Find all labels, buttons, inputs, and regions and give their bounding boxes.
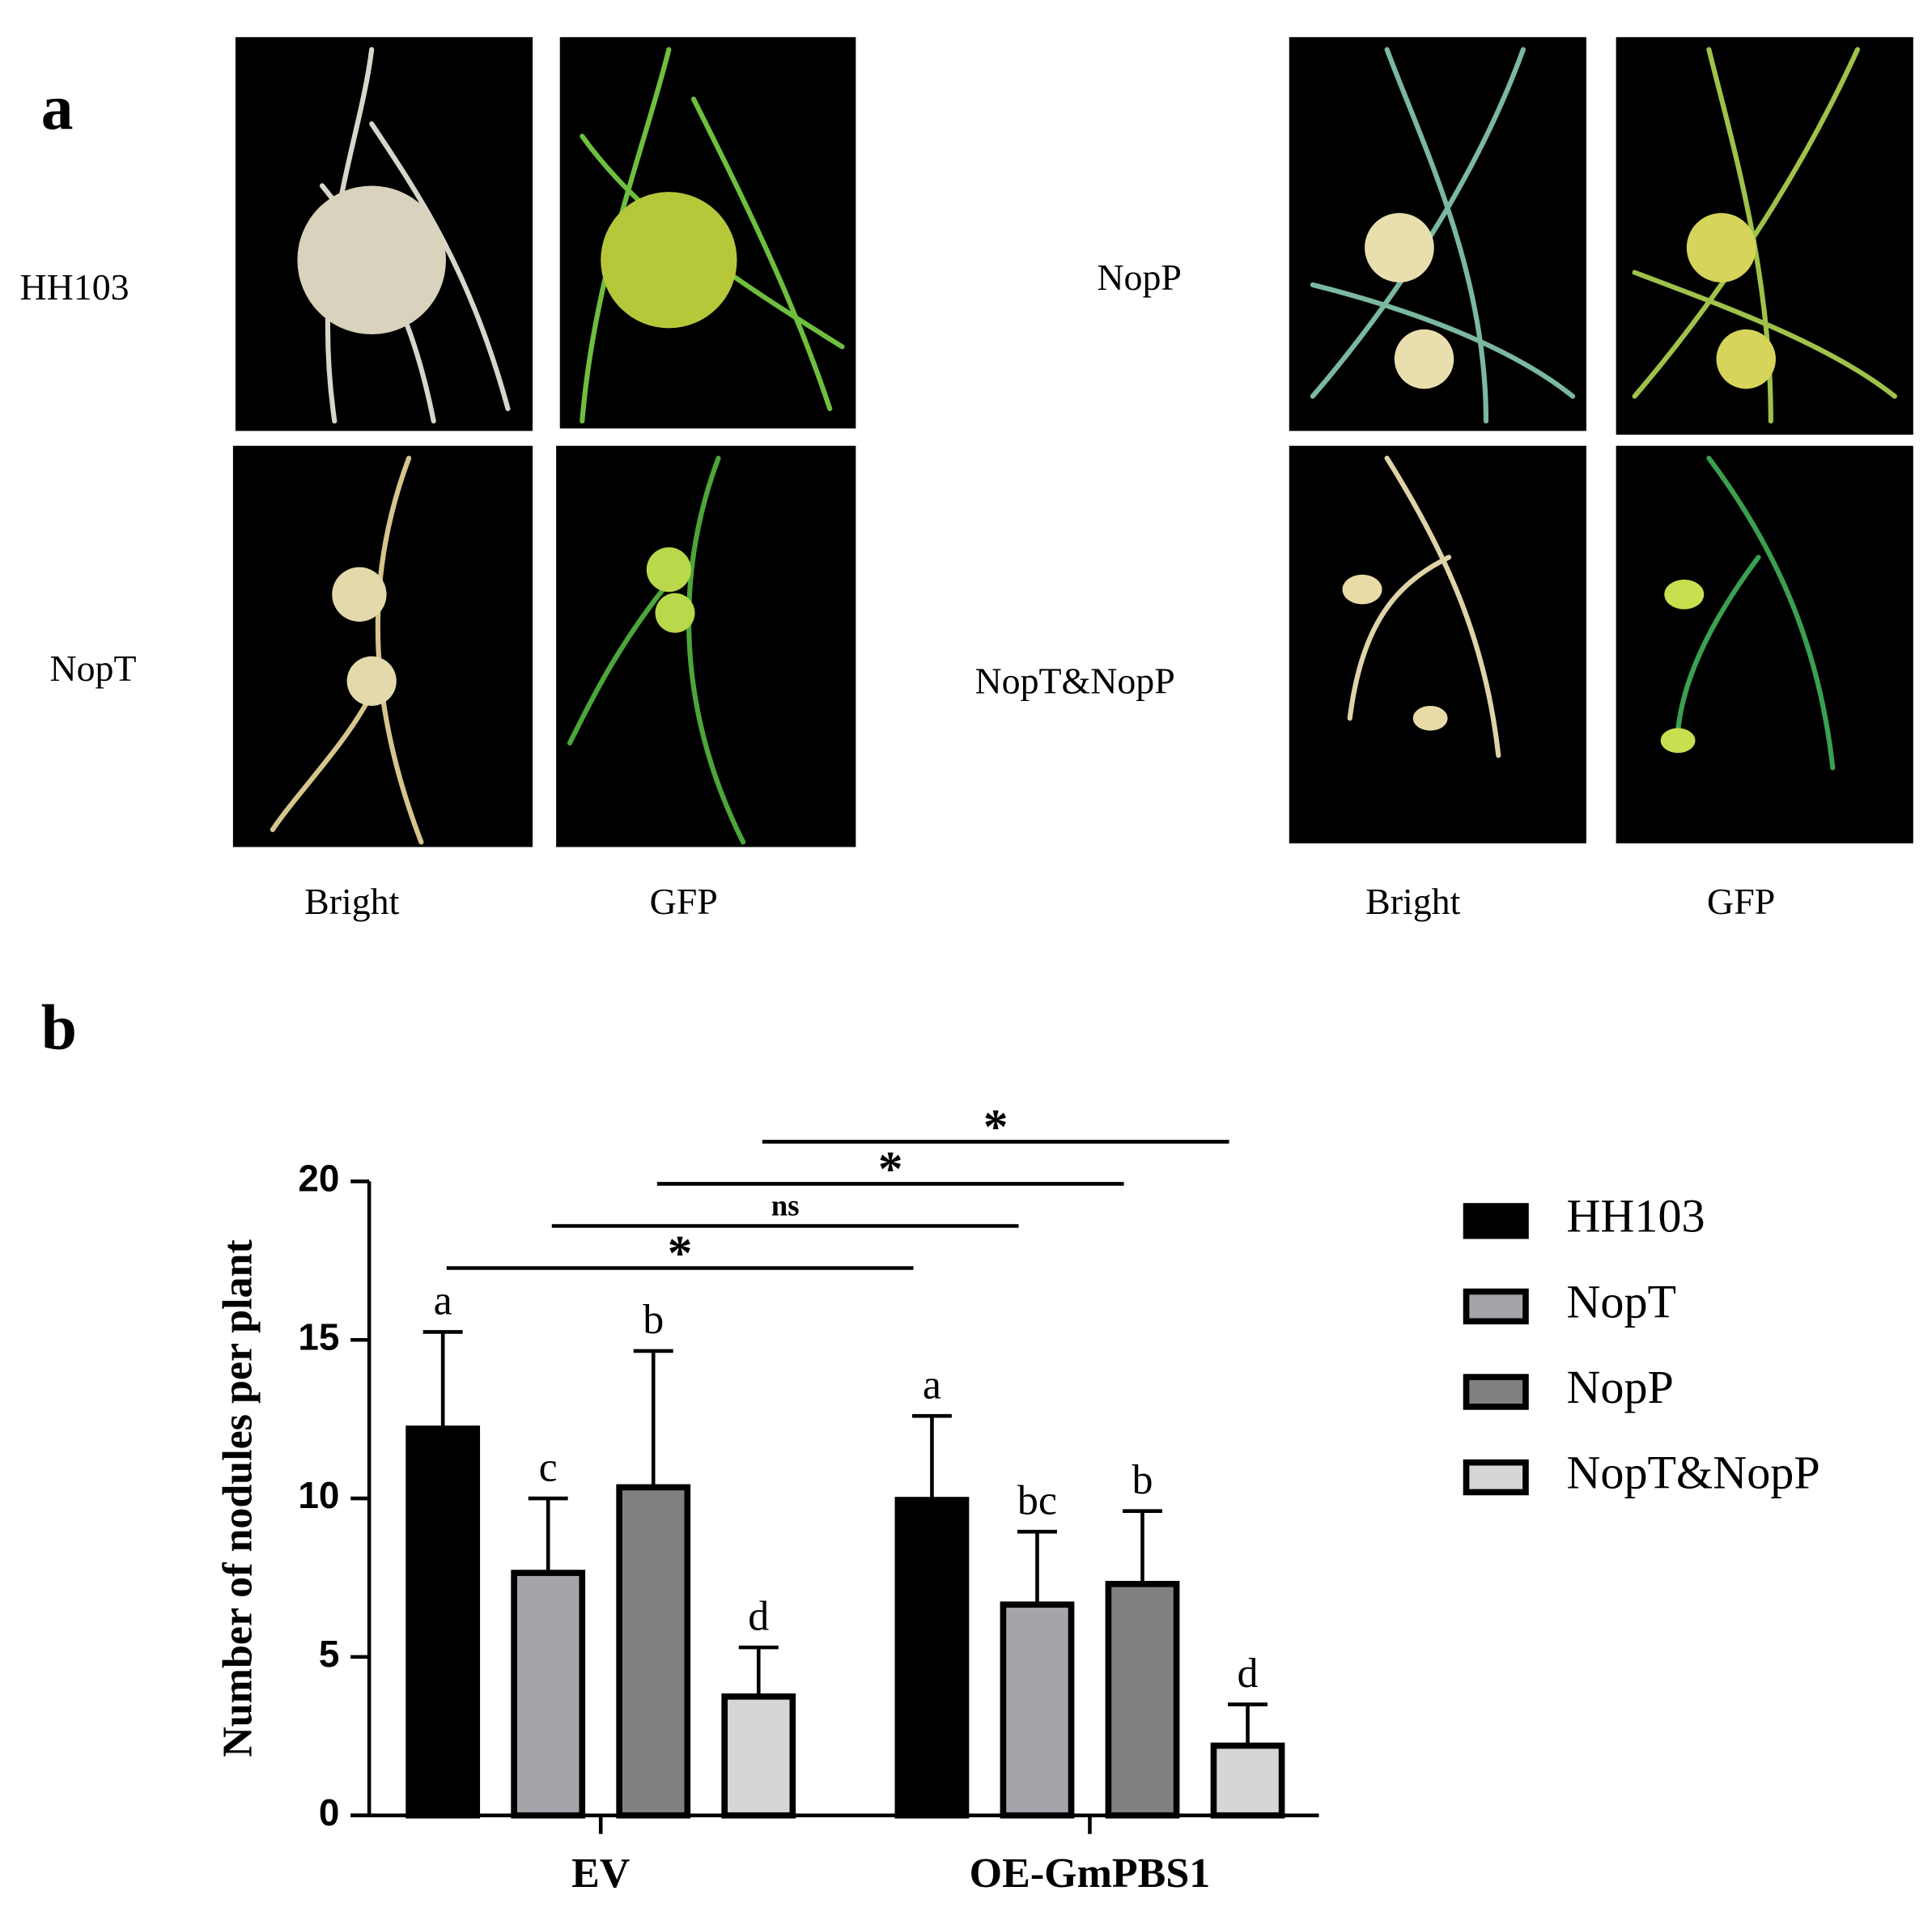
bar	[721, 1693, 796, 1819]
bar	[1000, 1601, 1075, 1819]
bar	[1105, 1580, 1180, 1819]
significance-letter: b	[643, 1297, 664, 1343]
comparison-label: *	[983, 1099, 1008, 1154]
y-tick-label: 20	[298, 1158, 339, 1200]
legend-label: NopP	[1566, 1361, 1673, 1413]
roots	[270, 47, 1897, 845]
comparison-label: *	[878, 1141, 903, 1196]
y-tick-label: 0	[319, 1791, 340, 1833]
row-label: NopP	[1097, 257, 1182, 298]
significance-letter: c	[539, 1444, 558, 1490]
x-tick-label: EV	[571, 1850, 630, 1897]
photo	[1289, 445, 1586, 843]
legend-swatch	[1463, 1288, 1529, 1325]
photo	[232, 445, 533, 848]
bar	[1210, 1742, 1285, 1819]
photo-labels: HH103 NopT NopP NopT&NopP Bright GFP Bri…	[20, 257, 1776, 922]
bar	[406, 1426, 481, 1819]
y-tick-label: 15	[298, 1315, 339, 1358]
legend-swatch	[1463, 1203, 1529, 1239]
significance-letter: a	[923, 1362, 941, 1409]
y-tick-label: 5	[319, 1633, 340, 1675]
row-label: HH103	[20, 266, 130, 308]
legend-swatch	[1463, 1459, 1529, 1496]
bar	[616, 1484, 691, 1819]
comparison-label: ns	[771, 1188, 800, 1222]
significance-letter: bc	[1017, 1477, 1057, 1523]
panel-label: a	[41, 72, 74, 143]
significance-letter: d	[748, 1593, 769, 1639]
panel-label: b	[41, 992, 77, 1064]
legend-label: HH103	[1566, 1190, 1705, 1243]
row-label: NopT	[49, 648, 136, 689]
column-label: GFP	[1707, 881, 1775, 922]
x-tick-label: OE-GmPBS1	[970, 1850, 1211, 1897]
legend-label: NopT	[1566, 1275, 1676, 1328]
y-axis-title: Number of nodules per plant	[215, 1239, 261, 1757]
column-label: GFP	[650, 881, 718, 922]
bar	[894, 1497, 970, 1819]
bar	[511, 1570, 586, 1819]
significance-letter: b	[1132, 1457, 1153, 1503]
significance-letter: d	[1238, 1651, 1259, 1697]
photo	[556, 445, 856, 848]
row-label: NopT&NopP	[975, 661, 1175, 702]
column-label: Bright	[1365, 881, 1460, 922]
photo	[1616, 445, 1913, 843]
column-label: Bright	[304, 881, 399, 922]
significance-letter: a	[434, 1278, 452, 1324]
y-tick-label: 10	[298, 1474, 339, 1516]
comparison-label: *	[668, 1226, 693, 1281]
photos	[232, 36, 1913, 848]
legend-label: NopT&NopP	[1566, 1446, 1819, 1498]
legend-swatch	[1463, 1374, 1529, 1410]
